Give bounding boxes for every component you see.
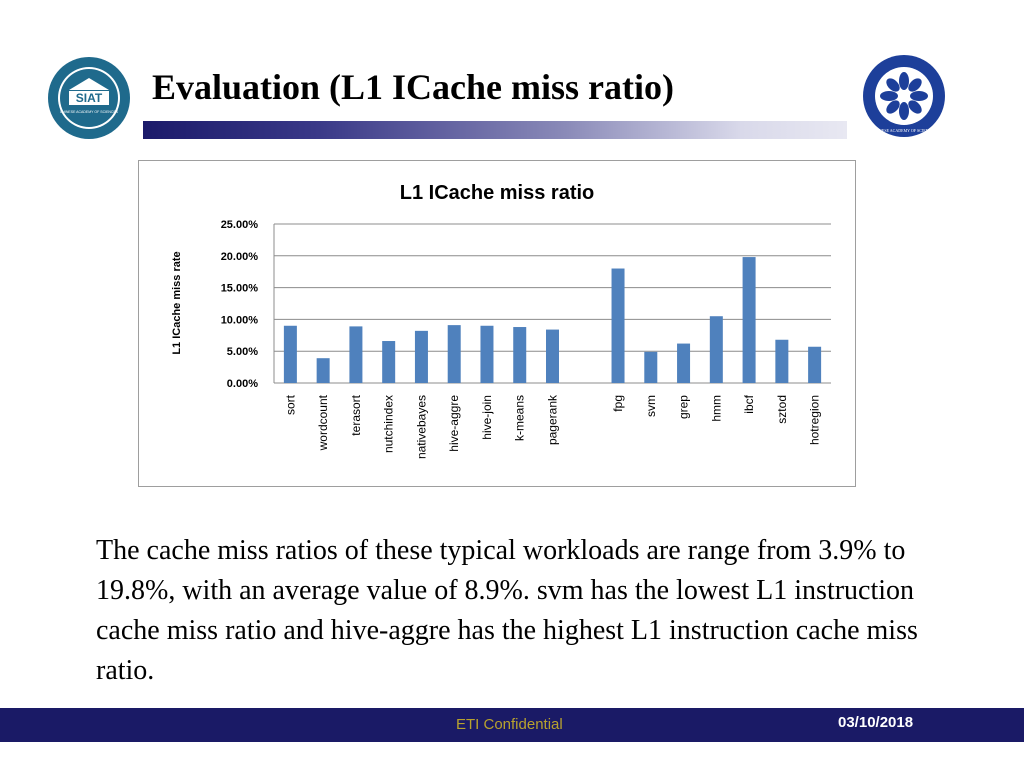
chart-bar [611, 268, 625, 383]
footer-bar [0, 708, 1024, 742]
chart-y-tick-label: 10.00% [221, 314, 259, 326]
chart-x-tick-label: ibcf [742, 394, 756, 413]
chart-x-tick-label: fpg [611, 395, 625, 412]
chart-x-tick-label: nutchindex [382, 395, 396, 453]
chart-bar [742, 257, 756, 383]
chart-title: L1 ICache miss ratio [400, 182, 595, 204]
bar-chart: L1 ICache miss ratio L1 ICache miss rate… [171, 182, 831, 459]
chart-x-tick-label: wordcount [316, 394, 330, 451]
chart-bar [447, 325, 461, 383]
chart-bar [316, 358, 330, 383]
siat-logo: SIAT CHINESE ACADEMY OF SCIENCES [48, 57, 130, 139]
siat-logo-caption: CHINESE ACADEMY OF SCIENCES [60, 110, 119, 114]
chart-frame: L1 ICache miss ratio L1 ICache miss rate… [138, 160, 856, 487]
chart-bar [546, 329, 559, 383]
chart-x-tick-label: pagerank [546, 394, 560, 445]
chart-x-tick-label: hmm [709, 395, 723, 422]
chart-y-tick-label: 25.00% [221, 219, 259, 231]
chart-x-tick-label: terasort [349, 394, 363, 435]
chart-bar [709, 316, 723, 383]
footer-confidential-label: ETI Confidential [456, 716, 563, 733]
chart-bar [414, 330, 428, 383]
title-underline-bar [143, 121, 847, 139]
slide-title: Evaluation (L1 ICache miss ratio) [152, 67, 674, 107]
chart-x-tick-label: hotregion [808, 395, 822, 445]
chart-bar [808, 346, 822, 383]
chart-x-tick-label: grep [677, 395, 691, 419]
chart-bar [775, 339, 789, 383]
chart-bar [382, 341, 396, 383]
chart-bar [513, 327, 527, 383]
chart-y-tick-label: 15.00% [221, 283, 259, 295]
chart-bar [283, 325, 297, 383]
chart-x-tick-label: sztod [775, 395, 789, 424]
chart-bar [677, 343, 691, 383]
chart-y-axis-label: L1 ICache miss rate [171, 251, 183, 354]
siat-logo-label: SIAT [76, 91, 103, 105]
chart-x-tick-label: sort [283, 394, 297, 415]
chart-y-tick-label: 5.00% [227, 346, 258, 358]
chart-x-tick-label: hive-join [480, 395, 494, 440]
chart-x-tick-label: svm [644, 395, 658, 417]
cas-logo-caption: CHINESE ACADEMY OF SCIENCES [872, 128, 936, 133]
chart-bar [349, 326, 363, 383]
chart-x-tick-label: nativebayes [414, 395, 428, 459]
chart-bar [644, 351, 658, 383]
chart-y-tick-label: 20.00% [221, 251, 259, 263]
cas-logo: CHINESE ACADEMY OF SCIENCES [863, 55, 945, 137]
chart-x-tick-label: hive-aggre [447, 395, 461, 452]
slide-body-text: The cache miss ratios of these typical w… [96, 535, 918, 686]
chart-y-tick-label: 0.00% [227, 378, 258, 390]
chart-x-tick-label: k-means [513, 395, 527, 441]
footer-date: 03/10/2018 [838, 714, 914, 731]
chart-bar [480, 325, 494, 383]
